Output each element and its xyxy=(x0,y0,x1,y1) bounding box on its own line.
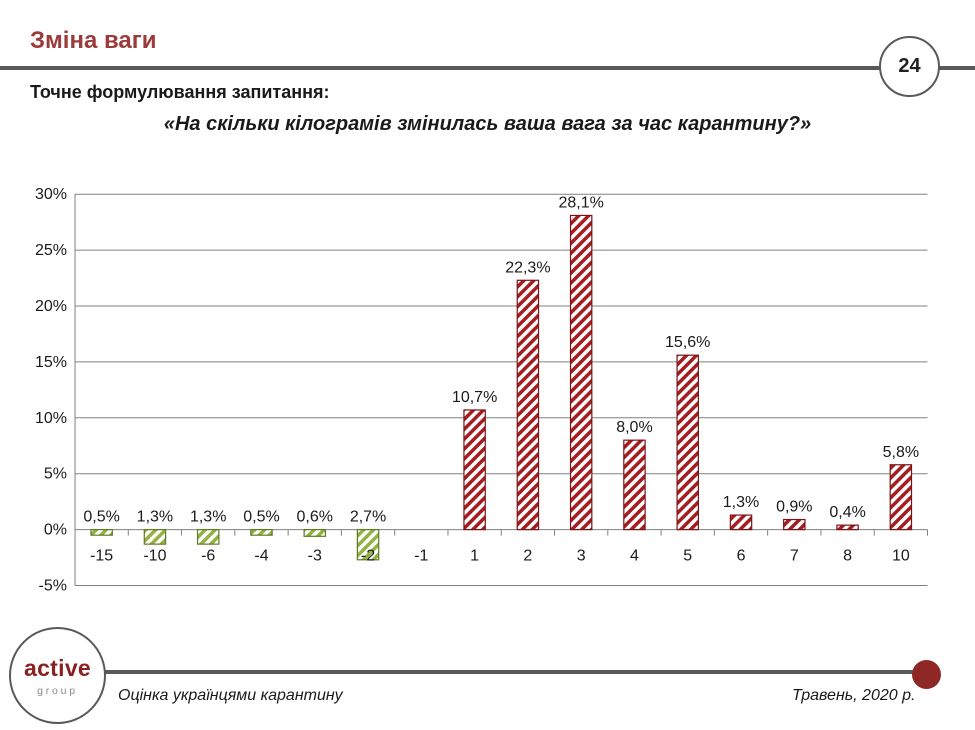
svg-text:10%: 10% xyxy=(35,410,67,427)
svg-text:2: 2 xyxy=(523,548,532,565)
svg-text:5%: 5% xyxy=(44,466,67,483)
svg-text:15,6%: 15,6% xyxy=(665,334,710,351)
svg-text:-6: -6 xyxy=(201,548,215,565)
svg-text:2,7%: 2,7% xyxy=(350,509,386,526)
svg-text:15%: 15% xyxy=(35,354,67,371)
svg-text:8: 8 xyxy=(843,548,852,565)
svg-text:22,3%: 22,3% xyxy=(505,259,550,276)
svg-text:28,1%: 28,1% xyxy=(558,194,603,211)
svg-text:0,6%: 0,6% xyxy=(297,509,333,526)
svg-text:5,8%: 5,8% xyxy=(883,444,919,461)
svg-text:8,0%: 8,0% xyxy=(616,419,652,436)
svg-text:-5%: -5% xyxy=(39,578,67,595)
svg-text:0,4%: 0,4% xyxy=(829,504,865,521)
svg-text:-4: -4 xyxy=(254,548,268,565)
svg-text:1,3%: 1,3% xyxy=(723,494,759,511)
svg-text:4: 4 xyxy=(630,548,639,565)
svg-text:25%: 25% xyxy=(35,242,67,259)
svg-text:5: 5 xyxy=(683,548,692,565)
svg-text:-10: -10 xyxy=(143,548,166,565)
svg-text:0,5%: 0,5% xyxy=(243,509,279,526)
svg-text:0,9%: 0,9% xyxy=(776,499,812,516)
svg-text:-3: -3 xyxy=(308,548,322,565)
svg-text:1: 1 xyxy=(470,548,479,565)
svg-text:20%: 20% xyxy=(35,298,67,315)
svg-text:-1: -1 xyxy=(414,548,428,565)
svg-text:6: 6 xyxy=(737,548,746,565)
svg-text:1,3%: 1,3% xyxy=(190,509,226,526)
svg-text:-15: -15 xyxy=(90,548,113,565)
svg-text:7: 7 xyxy=(790,548,799,565)
svg-text:30%: 30% xyxy=(35,186,67,203)
svg-text:3: 3 xyxy=(577,548,586,565)
svg-text:0%: 0% xyxy=(44,522,67,539)
svg-text:-2: -2 xyxy=(361,548,375,565)
svg-text:10,7%: 10,7% xyxy=(452,389,497,406)
svg-text:10: 10 xyxy=(892,548,910,565)
svg-text:1,3%: 1,3% xyxy=(137,509,173,526)
svg-text:0,5%: 0,5% xyxy=(83,509,119,526)
